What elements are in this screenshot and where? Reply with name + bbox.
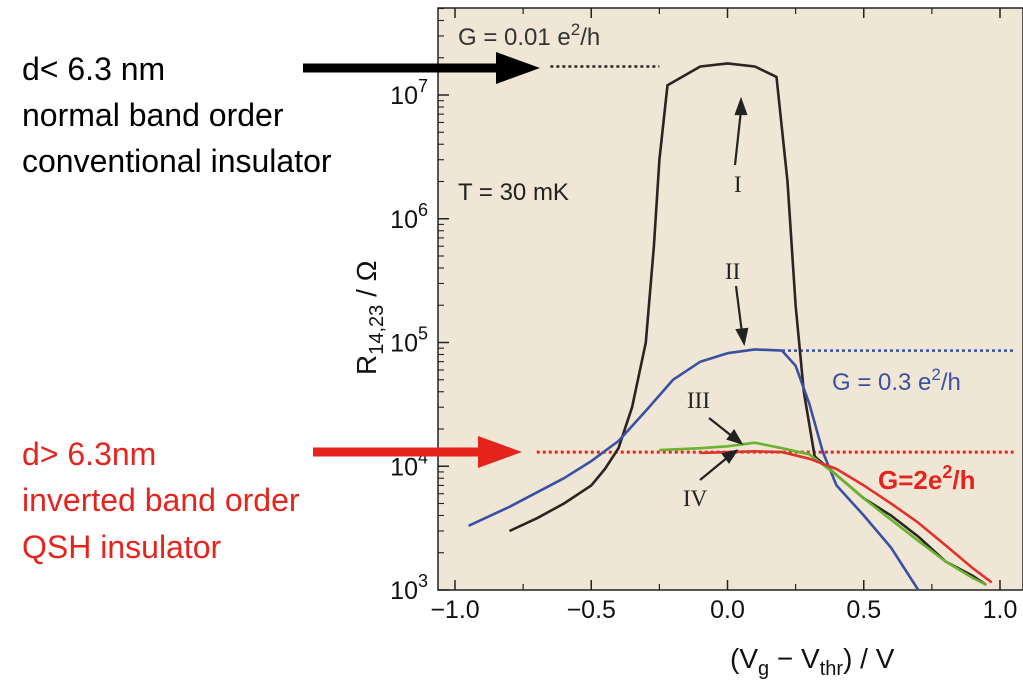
g-blue-label: G = 0.3 e2/h xyxy=(832,365,961,396)
annotation-bottom-arrowhead xyxy=(478,436,522,468)
curve-label-i: I xyxy=(734,172,742,197)
arrow-iii xyxy=(708,417,734,438)
series-line-iii xyxy=(659,441,987,587)
series-line-i xyxy=(508,62,988,586)
x-tick-label: 0.5 xyxy=(846,596,881,624)
arrow-iv xyxy=(699,456,729,481)
annotation-top-line-2: normal band order xyxy=(22,97,284,133)
y-tick-label: 107 xyxy=(390,76,428,110)
tick-labels: 103 104 105 106 107 −1.0 −0.5 0.0 0.5 1.0 xyxy=(390,76,1017,624)
y-tick-label: 104 xyxy=(390,447,428,481)
annotation-bottom-line-3: QSH insulator xyxy=(22,529,222,565)
annotation-top-arrowhead xyxy=(496,52,540,84)
annotation-top-line-1: d< 6.3 nm xyxy=(22,51,165,87)
curve-label-ii: II xyxy=(725,259,740,284)
g-top-label: G = 0.01 e2/h xyxy=(458,20,600,51)
x-tick-label: 0.0 xyxy=(710,596,745,624)
annotation-top-line-3: conventional insulator xyxy=(22,143,332,179)
annotation-bottom-line-2: inverted band order xyxy=(22,482,300,518)
annotation-bottom: d> 6.3nm inverted band order QSH insulat… xyxy=(22,436,522,565)
annotation-top: d< 6.3 nm normal band order conventional… xyxy=(22,51,540,179)
series-line-iv xyxy=(700,450,993,584)
curve-labels: I II III IV xyxy=(683,96,749,511)
annotation-bottom-line-1: d> 6.3nm xyxy=(22,436,156,472)
x-tick-label: −1.0 xyxy=(430,596,479,624)
series-line-ii xyxy=(468,348,920,591)
y-tick-label: 105 xyxy=(390,324,428,358)
plot-area xyxy=(437,7,1023,591)
y-tick-label: 106 xyxy=(390,200,428,234)
arrow-i xyxy=(733,109,743,166)
x-tick-label: 1.0 xyxy=(983,596,1018,624)
curve-label-iv: IV xyxy=(683,486,708,511)
x-tick-label: −0.5 xyxy=(567,596,616,624)
y-axis-title: R14,23 / Ω xyxy=(351,260,388,375)
y-tick-label: 103 xyxy=(390,571,428,605)
x-axis-title: (Vg − Vthr) / V xyxy=(730,643,895,680)
temperature-label: T = 30 mK xyxy=(458,179,569,206)
arrow-ii xyxy=(734,285,744,334)
curve-label-iii: III xyxy=(687,388,710,413)
axis-ticks xyxy=(438,7,1001,591)
g-red-label: G=2e2/h xyxy=(878,462,975,495)
data-series xyxy=(468,62,993,591)
